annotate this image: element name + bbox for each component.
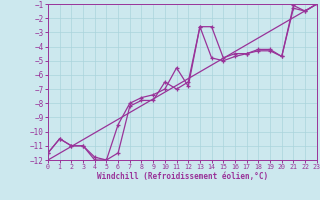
X-axis label: Windchill (Refroidissement éolien,°C): Windchill (Refroidissement éolien,°C) (97, 172, 268, 181)
